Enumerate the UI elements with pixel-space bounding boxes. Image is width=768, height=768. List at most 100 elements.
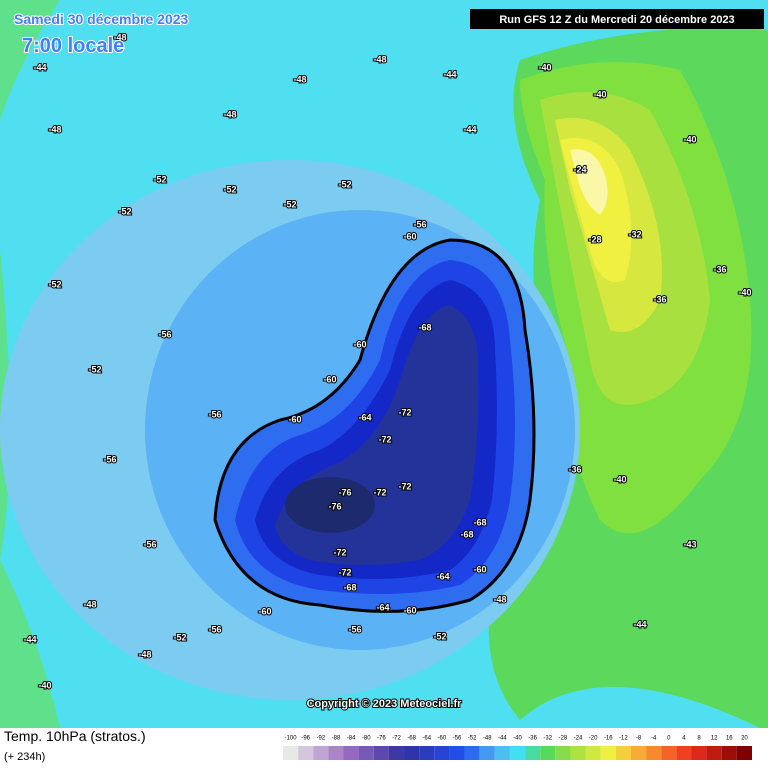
contour-label: -36 (653, 294, 666, 304)
contour-label: -64 (376, 602, 389, 612)
legend-label: -36 (528, 736, 537, 742)
contour-label: -60 (258, 606, 271, 616)
legend-label: -4 (651, 736, 657, 742)
legend-label: -60 (438, 736, 447, 742)
contour-label: -60 (288, 414, 301, 424)
contour-label: -32 (628, 229, 641, 239)
legend-swatch (434, 746, 450, 760)
contour-label: -48 (113, 32, 126, 42)
legend-swatch (630, 746, 647, 760)
contour-label: -56 (143, 539, 156, 549)
legend-swatch (313, 746, 329, 760)
contour-label: -40 (683, 134, 696, 144)
legend-swatch (509, 746, 526, 760)
contour-label: -36 (713, 264, 726, 274)
legend-swatch (721, 746, 737, 760)
legend-label: -44 (498, 736, 507, 742)
time-text: 7:00 locale (22, 35, 124, 57)
legend-label: 4 (682, 736, 686, 742)
contour-label: -64 (358, 412, 371, 422)
contour-label: -76 (338, 487, 351, 497)
contour-label: -44 (633, 619, 646, 629)
footer-title: Temp. 10hPa (stratos.) (4, 728, 146, 744)
legend-swatch (449, 746, 465, 760)
contour-labels: -44 -48 -48 -48 -48 -44 -44 -48 -52 -52 -52 -52 -52 -… (22, 31, 752, 691)
contour-label: -60 (403, 605, 416, 615)
contour-label: -56 (208, 409, 221, 419)
legend-label: -76 (377, 736, 386, 742)
contour-label: -43 (683, 539, 696, 549)
legend-swatch (555, 746, 571, 760)
legend-swatch (373, 746, 389, 760)
legend-label: 20 (741, 736, 748, 742)
legend-label: -56 (453, 736, 462, 742)
legend-swatch (676, 746, 692, 760)
contour-label: -44 (23, 634, 36, 644)
contour-label: -48 (83, 599, 96, 609)
contour-label: -44 (463, 124, 476, 134)
contour-label: -56 (348, 624, 361, 634)
legend-swatch (494, 746, 510, 760)
contour-label: -44 (33, 62, 46, 72)
contour-label: -52 (338, 179, 351, 189)
contour-label: -48 (223, 109, 236, 119)
contour-label: -72 (333, 547, 346, 557)
legend-swatch (404, 746, 420, 760)
contour-label: -40 (613, 474, 626, 484)
legend-swatch (525, 746, 541, 760)
legend-swatch (736, 746, 752, 760)
contour-label: -72 (398, 481, 411, 491)
contour-label: -60 (473, 564, 486, 574)
legend-swatch (283, 746, 299, 760)
legend-label: -24 (574, 736, 583, 742)
date-text: Samedi 30 décembre 2023 (14, 11, 189, 27)
contour-label: -72 (398, 407, 411, 417)
legend-swatch (600, 746, 616, 760)
map-field (0, 0, 768, 728)
legend-swatch (388, 746, 405, 760)
contour-label: -48 (373, 54, 386, 64)
contour-label: -24 (573, 164, 586, 174)
contour-label: -52 (153, 174, 166, 184)
contour-label: -60 (353, 339, 366, 349)
legend-label: -48 (483, 736, 492, 742)
legend-label: -100 (285, 736, 298, 742)
contour-label: -52 (223, 184, 236, 194)
contour-label: -68 (343, 582, 356, 592)
contour-label: -40 (38, 680, 51, 690)
legend-label: -12 (619, 736, 628, 742)
footer-lead: (+ 234h) (4, 751, 45, 763)
legend-label: -40 (513, 736, 522, 742)
legend-label: 0 (667, 736, 671, 742)
legend-label: -92 (316, 736, 325, 742)
copyright: Copyright © 2023 Meteociel.fr (307, 698, 463, 710)
legend-swatch (298, 746, 314, 760)
run-text: Run GFS 12 Z du Mercredi 20 décembre 202… (499, 14, 734, 26)
legend-swatch (328, 746, 344, 760)
legend-label: -64 (422, 736, 431, 742)
legend-label: 8 (697, 736, 701, 742)
contour-label: -68 (418, 322, 431, 332)
legend-label: -28 (559, 736, 568, 742)
legend-label: -20 (589, 736, 598, 742)
legend-swatch (661, 746, 677, 760)
legend-swatch (691, 746, 707, 760)
contour-label: -60 (323, 374, 336, 384)
contour-label: -56 (103, 454, 116, 464)
legend-label: -96 (301, 736, 310, 742)
contour-label: -48 (293, 74, 306, 84)
legend-label: -72 (392, 736, 401, 742)
legend-swatch (585, 746, 601, 760)
legend-swatch (646, 746, 662, 760)
contour-label: -44 (443, 69, 456, 79)
legend-swatch (479, 746, 495, 760)
legend-label: -16 (604, 736, 613, 742)
contour-label: -52 (88, 364, 101, 374)
contour-label: -48 (493, 594, 506, 604)
contour-label: -28 (588, 234, 601, 244)
legend-label: -52 (468, 736, 477, 742)
contour-label: -60 (403, 231, 416, 241)
legend-swatch (358, 746, 374, 760)
legend-swatch (570, 746, 586, 760)
